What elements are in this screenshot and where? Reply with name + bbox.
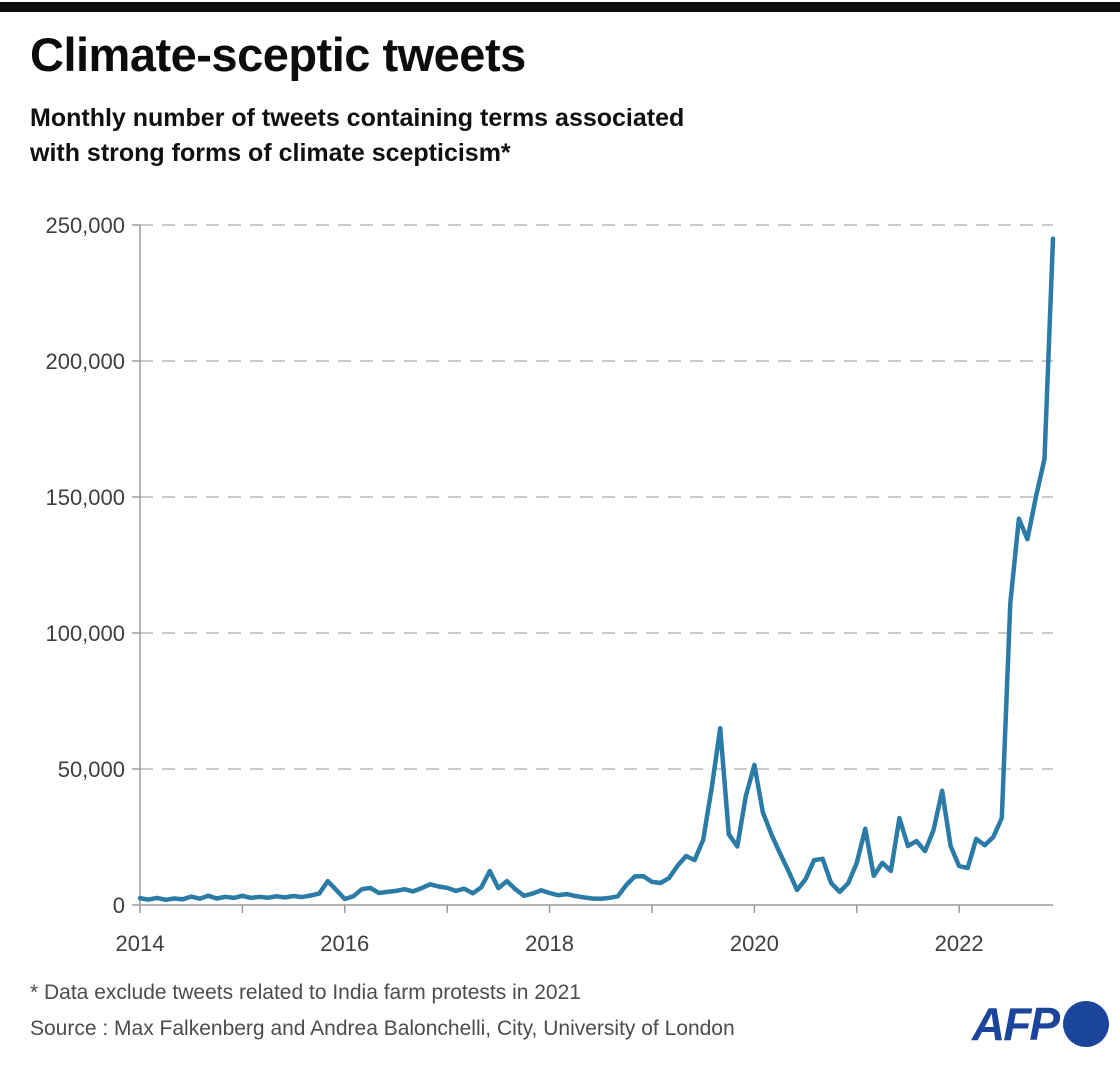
x-axis-tick-label: 2018: [525, 931, 574, 956]
afp-logo: AFP: [972, 1001, 1109, 1047]
y-axis-tick-label: 100,000: [45, 621, 125, 646]
tweet-count-line: [137, 236, 1056, 903]
x-axis-tick-label: 2020: [730, 931, 779, 956]
y-axis-tick-label: 150,000: [45, 485, 125, 510]
afp-logo-text: AFP: [972, 998, 1060, 1050]
y-axis-tick-label: 0: [113, 893, 125, 918]
afp-logo-circle: [1063, 1001, 1109, 1047]
y-axis-tick-label: 250,000: [45, 213, 125, 238]
footnote: * Data exclude tweets related to India f…: [30, 981, 581, 1004]
subtitle-line-2: with strong forms of climate scepticism*: [30, 138, 511, 167]
y-axis-tick-label: 200,000: [45, 349, 125, 374]
chart-subtitle: Monthly number of tweets containing term…: [30, 101, 684, 170]
x-axis-tick-label: 2022: [935, 931, 984, 956]
y-axis-tick-label: 50,000: [58, 757, 125, 782]
subtitle-line-1: Monthly number of tweets containing term…: [30, 104, 685, 132]
chart-title: Climate-sceptic tweets: [30, 28, 526, 81]
x-axis-tick-label: 2014: [116, 931, 165, 956]
source-line: Source : Max Falkenberg and Andrea Balon…: [30, 1017, 735, 1040]
x-axis-tick-label: 2016: [320, 931, 369, 956]
top-bar: [0, 2, 1120, 12]
